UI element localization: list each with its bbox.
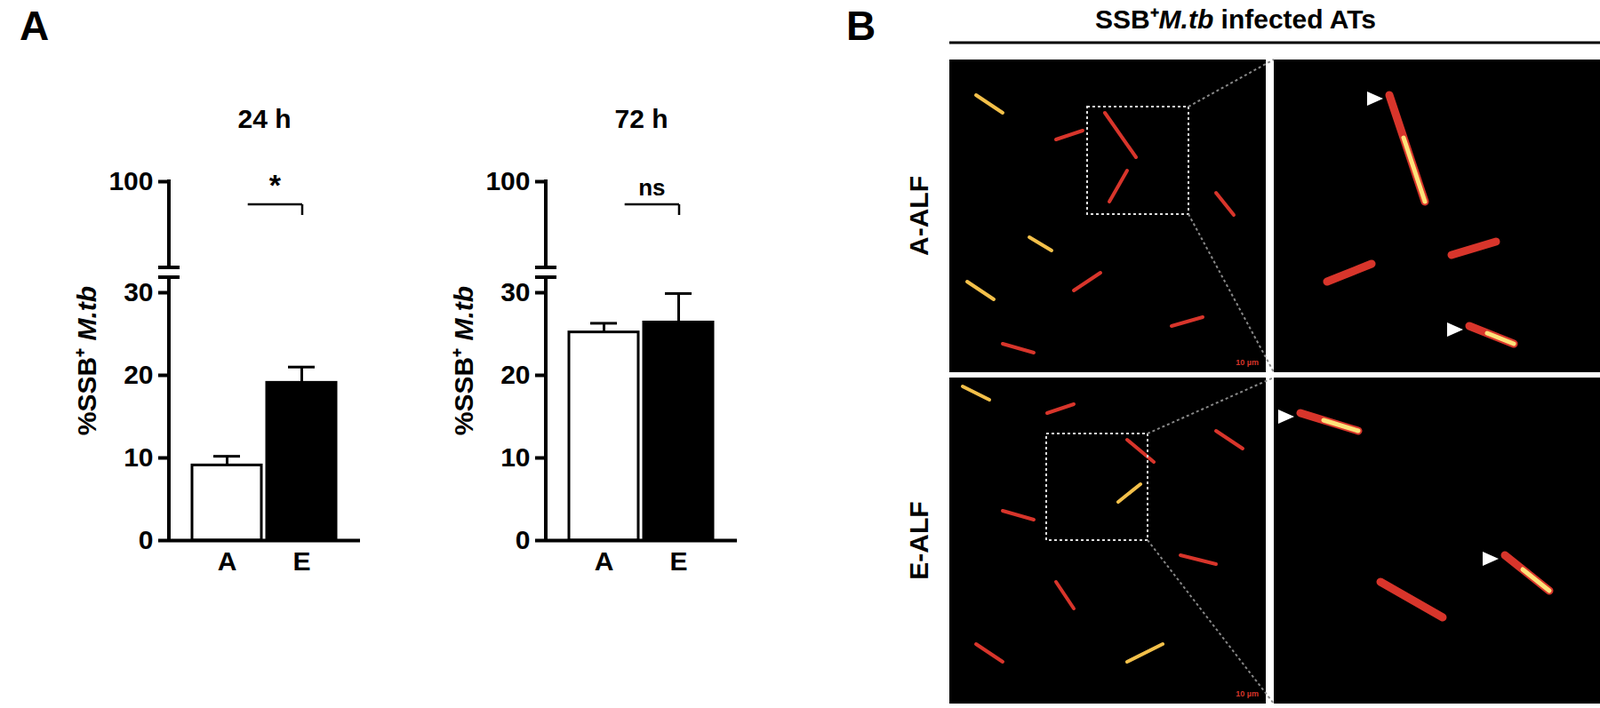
svg-text:E-ALF: E-ALF: [904, 501, 934, 580]
svg-text:%SSB⁺ M.tb: %SSB⁺ M.tb: [72, 286, 102, 436]
svg-text:%SSB⁺ M.tb: %SSB⁺ M.tb: [448, 286, 479, 436]
svg-text:10: 10: [500, 442, 530, 472]
svg-text:24 h: 24 h: [237, 104, 291, 134]
svg-text:E: E: [669, 546, 688, 576]
svg-text:30: 30: [123, 277, 153, 307]
html-text:A: A: [19, 2, 50, 49]
svg-text:A: A: [217, 546, 238, 576]
svg-text:0: 0: [138, 525, 154, 555]
svg-text:10 µm: 10 µm: [1235, 358, 1259, 368]
svg-text:10 µm: 10 µm: [1235, 689, 1259, 699]
svg-text:A-ALF: A-ALF: [904, 176, 934, 256]
svg-text:20: 20: [500, 360, 530, 390]
svg-text:20: 20: [123, 360, 153, 390]
svg-text:100: 100: [485, 166, 530, 196]
svg-text:30: 30: [500, 277, 530, 307]
svg-text:72 h: 72 h: [614, 104, 668, 134]
svg-text:SSB⁺M.tb infected ATs: SSB⁺M.tb infected ATs: [1095, 4, 1376, 34]
svg-text:ns: ns: [638, 174, 665, 201]
svg-text:E: E: [292, 546, 311, 576]
svg-text:100: 100: [108, 166, 153, 196]
svg-text:10: 10: [123, 442, 153, 472]
svg-text:A: A: [594, 546, 615, 576]
svg-text:*: *: [269, 168, 282, 202]
svg-text:0: 0: [515, 525, 531, 555]
html-text:B: B: [846, 2, 876, 49]
